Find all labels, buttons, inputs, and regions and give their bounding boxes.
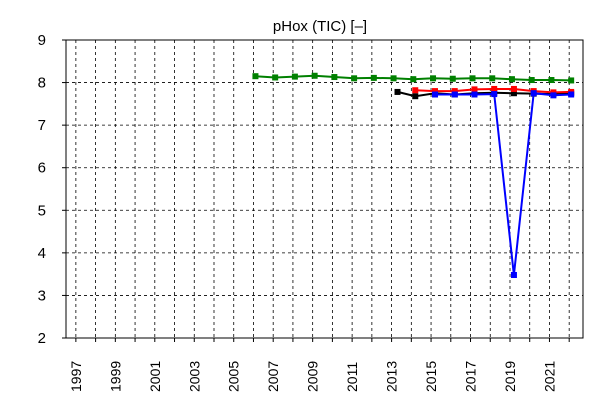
data-point [471,86,478,93]
axes [62,39,584,342]
data-point [491,91,498,98]
data-point [469,75,476,82]
data-point [508,76,515,83]
series-line [435,92,572,276]
data-point [451,91,458,98]
data-point [412,87,419,94]
y-tick-labels: 2 3 4 5 6 7 8 9 [38,32,46,347]
data-point [394,88,401,95]
data-point [311,72,318,79]
data-point [412,93,419,100]
y-tick-label: 9 [38,32,46,49]
x-tick-label: 2021 [541,361,557,392]
data-point [432,91,439,98]
data-point [568,91,575,98]
data-point [489,75,496,82]
y-tick-label: 2 [38,330,46,347]
y-tick-label: 4 [38,245,46,262]
data-point [272,74,279,81]
data-point [550,92,557,99]
data-point [548,77,555,84]
data-point [528,77,535,84]
x-tick-label: 2007 [265,361,281,392]
x-tick-label: 2017 [463,361,479,392]
data-point [430,75,437,82]
data-point [449,75,456,82]
data-point [432,88,439,95]
x-tick-labels: 1997 1999 2001 2003 2005 2007 2009 2011 2013 2015… [68,361,558,392]
series-layer [252,72,575,278]
data-point [410,76,417,83]
x-tick-label: 2011 [344,362,360,392]
x-tick-label: 2003 [186,361,202,392]
data-point [568,77,575,84]
data-point [252,73,259,80]
data-point [510,271,517,278]
y-tick-label: 5 [38,202,46,219]
data-point [370,74,377,81]
x-tick-label: 2005 [226,361,242,392]
x-tick-label: 2009 [305,361,321,392]
y-tick-label: 7 [38,117,46,134]
data-point [510,90,517,97]
x-tick-label: 2001 [147,361,163,392]
series-3 [252,72,575,84]
series-2 [432,90,575,278]
data-point [530,90,537,97]
data-point [471,91,478,98]
data-point [390,75,397,82]
x-tick-label: 1997 [68,361,84,392]
x-tick-label: 1999 [107,361,123,392]
data-point [331,74,338,81]
y-tick-label: 8 [38,75,46,92]
y-tick-label: 6 [38,160,46,177]
data-point [451,88,458,95]
x-tick-label: 2019 [502,361,518,392]
x-tick-label: 2015 [423,361,439,392]
plot-frame [65,39,584,339]
data-point [291,73,298,80]
chart-title: pHox (TIC) [–] [273,18,367,35]
y-tick-label: 3 [38,287,46,304]
x-tick-label: 2013 [384,361,400,392]
data-point [491,85,498,92]
data-point [510,85,517,92]
data-point [351,75,358,82]
